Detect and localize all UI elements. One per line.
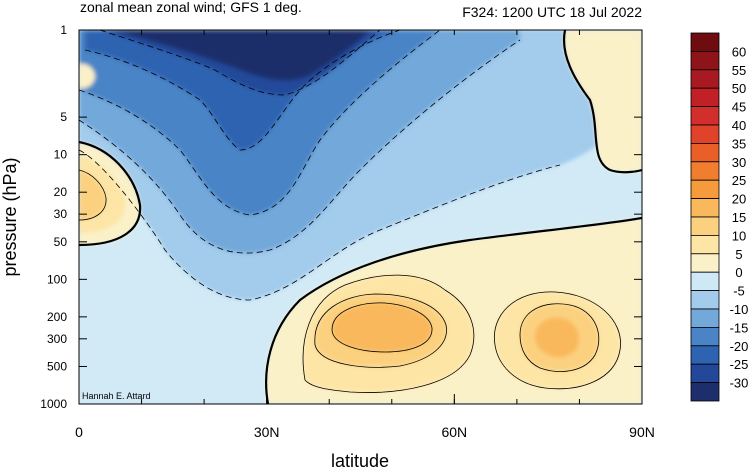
- colorbar-swatch: [690, 271, 720, 292]
- contour-zero-lower: [265, 216, 642, 404]
- colorbar-swatch: [690, 253, 720, 273]
- colorbar-label: 5: [735, 247, 742, 262]
- y-tick-label: 1000: [40, 397, 67, 411]
- x-tick-label: 90N: [629, 424, 655, 440]
- colorbar-swatch: [690, 179, 720, 199]
- colorbar-label: 60: [732, 44, 746, 59]
- plot-area: Hannah E. Attard: [79, 30, 642, 404]
- colorbar-swatch: [690, 326, 720, 347]
- contour-negative-b: [79, 39, 521, 254]
- colorbar-label: -20: [730, 339, 749, 354]
- contour-positive-c: [314, 293, 447, 368]
- colorbar-label: 40: [732, 118, 746, 133]
- y-tick-label: 30: [54, 207, 68, 221]
- x-tick-label: 0: [75, 424, 83, 440]
- colorbar-swatch: [690, 106, 720, 126]
- y-tick-label: 500: [47, 359, 67, 373]
- colorbar-label: -10: [730, 302, 749, 317]
- colorbar-label: 15: [732, 210, 746, 225]
- colorbar-label: 50: [732, 81, 746, 96]
- colorbar-swatch: [690, 290, 720, 310]
- contour-positive-d: [331, 302, 433, 353]
- contour-positive-a: [302, 274, 475, 393]
- region-strat-west-10: [79, 170, 107, 220]
- y-tick-label: 10: [54, 148, 68, 162]
- credit-label: Hannah E. Attard: [82, 391, 151, 401]
- colorbar-swatch: [690, 87, 720, 107]
- colorbar-label: 0: [735, 265, 742, 280]
- colorbar-swatch: [690, 382, 720, 402]
- contour-positive-e: [519, 303, 600, 372]
- region-upper-left-blob: [79, 63, 96, 89]
- colorbar-label: 30: [732, 155, 746, 170]
- contour-negative-e: [99, 30, 381, 96]
- colorbar-swatch: [690, 32, 720, 52]
- y-tick-label: 300: [47, 332, 67, 346]
- plot-frame: [78, 29, 643, 405]
- x-axis: 0 30N 60N 90N: [75, 30, 655, 440]
- colorbar-swatch: [690, 308, 720, 328]
- y-axis: 1 5 10 20 30 50 100 200 300 500 1000: [40, 23, 642, 411]
- contour-negative-d: [84, 30, 401, 151]
- x-axis-label: latitude: [331, 451, 389, 471]
- y-tick-label: 5: [60, 110, 67, 124]
- colorbar-swatch: [690, 363, 720, 384]
- colorbar-label: -15: [730, 320, 749, 335]
- y-tick-label: 50: [54, 235, 68, 249]
- colorbar-swatch: [690, 124, 720, 144]
- colorbar-label: 20: [732, 192, 746, 207]
- y-tick-label: 1: [60, 23, 67, 37]
- colorbar-label: 10: [732, 228, 746, 243]
- y-tick-label: 20: [54, 185, 68, 199]
- y-tick-label: 200: [47, 310, 67, 324]
- colorbar-swatch: [690, 234, 720, 255]
- contour-negative-a: [79, 149, 561, 301]
- x-tick-label: 60N: [441, 424, 467, 440]
- colorbar-swatch: [690, 216, 720, 236]
- colorbar-label: -5: [733, 284, 745, 299]
- contour-positive-b: [493, 291, 621, 390]
- colorbar-label: 25: [732, 173, 746, 188]
- x-tick-label: 30N: [254, 424, 280, 440]
- colorbar-label: -30: [730, 376, 749, 391]
- y-tick-label: 100: [47, 272, 67, 286]
- chart-title-right: F324: 1200 UTC 18 Jul 2022: [462, 4, 642, 20]
- region-upper-right: [564, 30, 642, 173]
- colorbar: 605550454035302520151050-5-10-15-20-25-3…: [690, 32, 749, 402]
- colorbar-swatch: [690, 69, 720, 89]
- colorbar-swatch: [690, 345, 720, 365]
- region-westerly-15b: [535, 317, 580, 358]
- colorbar-label: 35: [732, 136, 746, 151]
- region-westerly-15: [332, 302, 433, 352]
- contour-negative-c: [79, 30, 441, 216]
- colorbar-label: 45: [732, 100, 746, 115]
- contour-positive-f: [79, 169, 107, 221]
- colorbar-label: 55: [732, 63, 746, 78]
- colorbar-swatch: [690, 161, 720, 181]
- contour-lines: [79, 30, 642, 404]
- chart-title-left: zonal mean zonal wind; GFS 1 deg.: [80, 0, 302, 15]
- colorbar-swatch: [690, 198, 720, 218]
- contour-zero-right: [562, 30, 642, 174]
- y-axis-label: pressure (hPa): [0, 157, 20, 276]
- colorbar-label: -25: [730, 357, 749, 372]
- colorbar-swatch: [690, 142, 720, 163]
- colorbar-swatch: [690, 51, 720, 71]
- region-easterly-max: [110, 30, 370, 81]
- contour-zero-upper: [79, 140, 142, 247]
